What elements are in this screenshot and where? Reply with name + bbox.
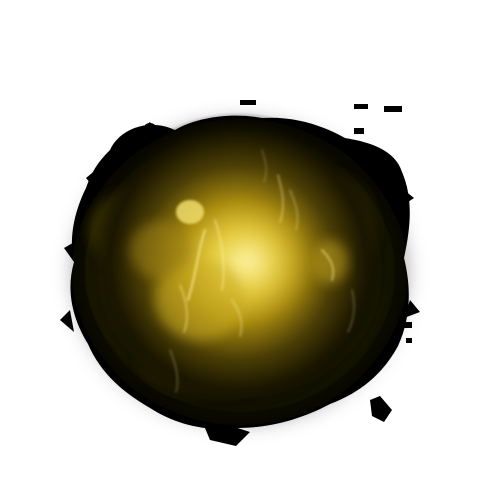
energy-streaks: [169, 149, 355, 393]
glow-core: [88, 112, 388, 412]
